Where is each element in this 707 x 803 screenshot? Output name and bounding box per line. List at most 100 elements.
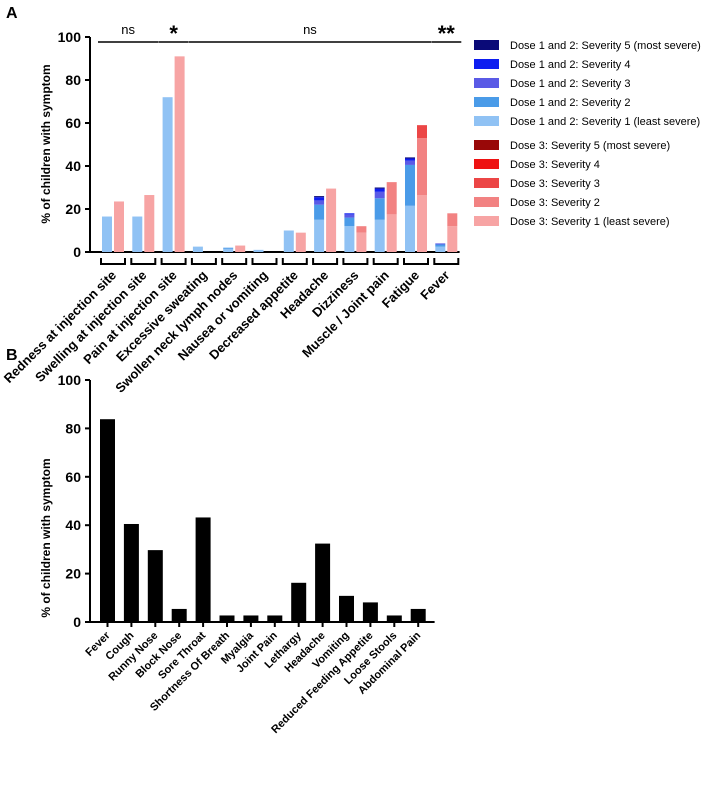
panel-a-bar-dose12-severity-4: [405, 158, 415, 161]
panel-a-bar-dose3-severity-2: [386, 182, 397, 215]
panel-a-category-label: Redness at injection site: [1, 268, 119, 386]
panel-a-legend: Dose 1 and 2: Severity 5 (most severe) Do…: [474, 40, 701, 228]
panel-a-bar-dose12-severity-2: [435, 244, 446, 247]
panel-a-significance-label: ns: [121, 22, 135, 37]
legend-swatch: [474, 197, 499, 207]
panel-a-bar-dose3-severity-3: [417, 125, 427, 139]
legend-entry-label: Dose 1 and 2: Severity 3: [510, 78, 630, 90]
panel-a-bar-dose3-severity-1: [417, 195, 427, 252]
panel-a-group-bracket: [433, 258, 460, 265]
panel-a-bar-dose12-severity-2: [223, 247, 234, 249]
panel-a-bar-dose12-severity-2: [314, 204, 325, 220]
panel-a-y-tick-label: 80: [65, 72, 81, 88]
panel-a-significance-label: *: [169, 21, 178, 46]
legend-entry-label: Dose 1 and 2: Severity 5 (most severe): [510, 40, 701, 52]
panel-b-bar: [171, 608, 187, 622]
legend-swatch: [474, 116, 499, 126]
panel-a-group-bracket: [312, 258, 339, 265]
panel-a-y-tick-label: 20: [65, 201, 81, 217]
panel-a-bar-dose12-severity-1: [314, 219, 325, 252]
panel-a-y-tick-label: 60: [65, 115, 81, 131]
panel-a-bar-dose3-severity-1: [144, 195, 155, 252]
legend-entry-label: Dose 1 and 2: Severity 1 (least severe): [510, 116, 700, 128]
panel-b-y-tick-label: 80: [65, 420, 81, 436]
panel-b-bar: [386, 615, 402, 622]
panel-b-bar: [147, 550, 163, 622]
panel-a-bar-dose12-severity-1: [405, 205, 415, 252]
panel-a-bar-dose12-severity-4: [314, 197, 325, 201]
panel-a-bar-dose12-severity-1: [374, 219, 385, 252]
panel-a-group-bracket: [372, 258, 399, 265]
legend-swatch: [474, 159, 499, 169]
panel-a-bar-dose12-severity-3: [405, 160, 415, 165]
panel-a-y-tick-label: 0: [73, 244, 81, 260]
panel-a-bar-dose3-severity-2: [417, 138, 427, 196]
panel-a-bar-dose12-severity-5: [405, 157, 415, 159]
panel-a-group-bracket: [342, 258, 369, 265]
legend-entry-label: Dose 3: Severity 4: [510, 159, 600, 171]
panel-a-bar-dose3-severity-1: [356, 232, 367, 252]
legend-swatch: [474, 216, 499, 226]
panel-a-bar-dose12-severity-2: [344, 217, 355, 227]
panel-b-bar: [195, 517, 211, 622]
panel-a-bar-dose12-severity-1: [344, 226, 355, 252]
panel-a-bar-dose12-severity-1: [223, 248, 234, 252]
panel-a-bar-dose12-severity-1: [435, 246, 446, 252]
panel-b-bar: [243, 615, 259, 622]
legend-entry-label: Dose 1 and 2: Severity 2: [510, 97, 630, 109]
legend-swatch: [474, 78, 499, 88]
panel-b-y-axis-label: % of children with symptom: [39, 458, 53, 617]
panel-a-letter: A: [6, 5, 18, 22]
panel-a-significance-label: **: [438, 21, 456, 46]
panel-a-significance-label: ns: [303, 22, 317, 37]
panel-b-bar: [100, 419, 115, 622]
panel-a-group-bracket: [281, 258, 308, 265]
panel-b-bar: [219, 615, 235, 622]
panel-a-bar-dose12-severity-2: [374, 198, 385, 220]
legend-swatch: [474, 178, 499, 188]
panel-a-bar-dose12-severity-1: [253, 249, 264, 252]
panel-a-bar-dose12-severity-3: [435, 243, 446, 245]
panel-a-bar-dose12-severity-5: [314, 196, 325, 198]
panel-a-bar-dose12-severity-4: [374, 188, 385, 192]
panel-a-bar-dose3-severity-1: [447, 226, 458, 252]
panel-b-bar: [315, 543, 331, 622]
panel-a-bar-dose3-severity-1: [295, 232, 306, 252]
panel-b-y-tick-label: 20: [65, 566, 81, 582]
legend-entry-label: Dose 1 and 2: Severity 4: [510, 59, 630, 71]
panel-a-group-bracket: [160, 258, 187, 265]
panel-a-bar-dose12-severity-1: [132, 216, 143, 252]
panel-a-bar-dose3-severity-1: [174, 56, 185, 252]
panel-a-bar-dose12-severity-1: [102, 216, 112, 252]
panel-a-bar-dose12-severity-3: [344, 214, 355, 218]
legend-swatch: [474, 59, 499, 69]
legend-entry-label: Dose 3: Severity 2: [510, 197, 600, 209]
panel-b-bar: [291, 582, 307, 622]
panel-b-bar: [123, 523, 139, 622]
panel-a-bar-dose12-severity-1: [162, 97, 173, 252]
panel-a-bar-dose12-severity-3: [374, 191, 385, 199]
panel-b-y-tick-label: 60: [65, 469, 81, 485]
panel-a-group-bracket: [130, 258, 157, 265]
panel-b-bar: [339, 595, 354, 622]
panel-b-bar: [410, 608, 426, 622]
panel-a-group-bracket: [403, 258, 429, 265]
panel-a-bar-dose3-severity-1: [326, 188, 337, 252]
panel-a-bar-dose3-severity-1: [235, 245, 246, 252]
panel-a-bar-dose3-severity-1: [114, 201, 124, 252]
panel-a-group-bracket: [190, 258, 217, 265]
legend-entry-label: Dose 3: Severity 5 (most severe): [510, 140, 670, 152]
panel-a-bar-dose3-severity-2: [356, 226, 367, 233]
panel-a-bar-dose12-severity-5: [374, 187, 385, 189]
panel-a-bar-dose12-severity-1: [283, 230, 294, 252]
legend-entry-label: Dose 3: Severity 1 (least severe): [510, 216, 670, 228]
panel-a-y-tick-label: 100: [58, 29, 82, 45]
panel-a-group-bracket: [221, 258, 248, 265]
panel-b-y-tick-label: 100: [58, 372, 82, 388]
legend-swatch: [474, 97, 499, 107]
panel-a-bar-dose3-severity-2: [447, 213, 458, 227]
legend-swatch: [474, 40, 499, 50]
panel-a-bar-dose12-severity-1: [192, 246, 203, 252]
